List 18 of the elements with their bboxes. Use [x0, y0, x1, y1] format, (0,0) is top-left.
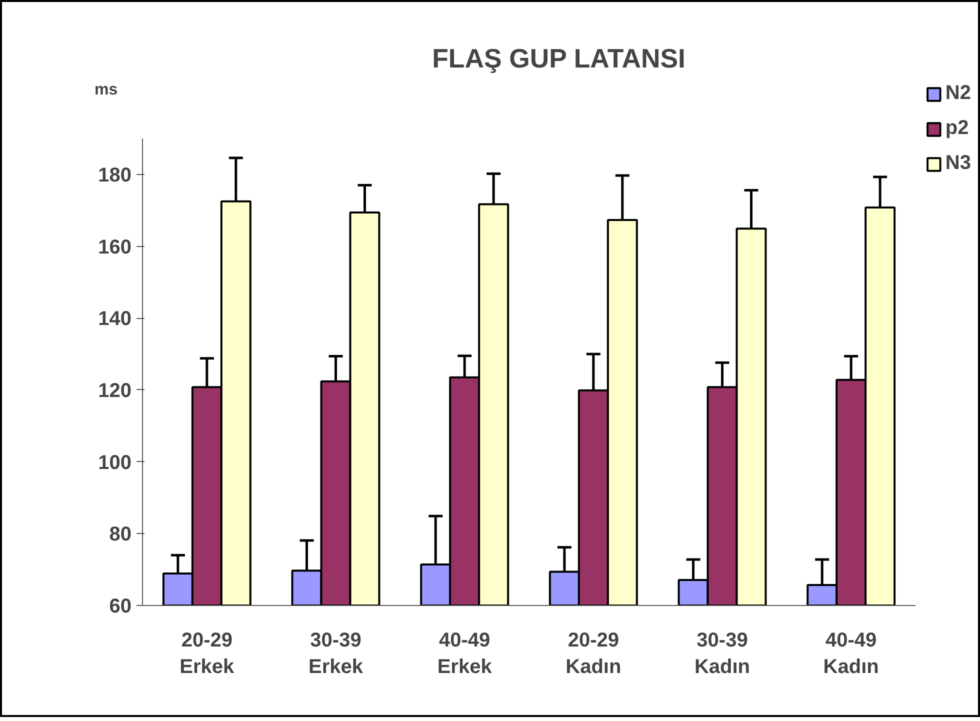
y-tick-label: 60	[109, 596, 132, 618]
y-tick-label: 140	[98, 308, 132, 330]
x-tick-label: 30-39 Erkek	[308, 630, 364, 678]
y-tick-label: 120	[98, 380, 132, 402]
legend-label: p2	[945, 117, 969, 140]
y-tick-label: 100	[98, 452, 132, 474]
x-tick-label: 40-49 Kadın	[823, 630, 879, 678]
y-tick-label: 80	[109, 524, 132, 546]
x-tick-label: 20-29 Kadın	[566, 630, 622, 678]
x-tick-label: 30-39 Kadın	[694, 630, 750, 678]
y-tick-label: 180	[98, 164, 132, 186]
x-tick-label: 20-29 Erkek	[180, 630, 236, 678]
x-tick-label: 40-49 Erkek	[437, 630, 493, 678]
y-axis-title: ms	[94, 82, 118, 98]
legend-label: N3	[945, 152, 971, 175]
chart-title: FLAŞ GUP LATANSI	[432, 44, 686, 74]
legend-label: N2	[945, 82, 971, 105]
y-tick-label: 160	[98, 236, 132, 258]
